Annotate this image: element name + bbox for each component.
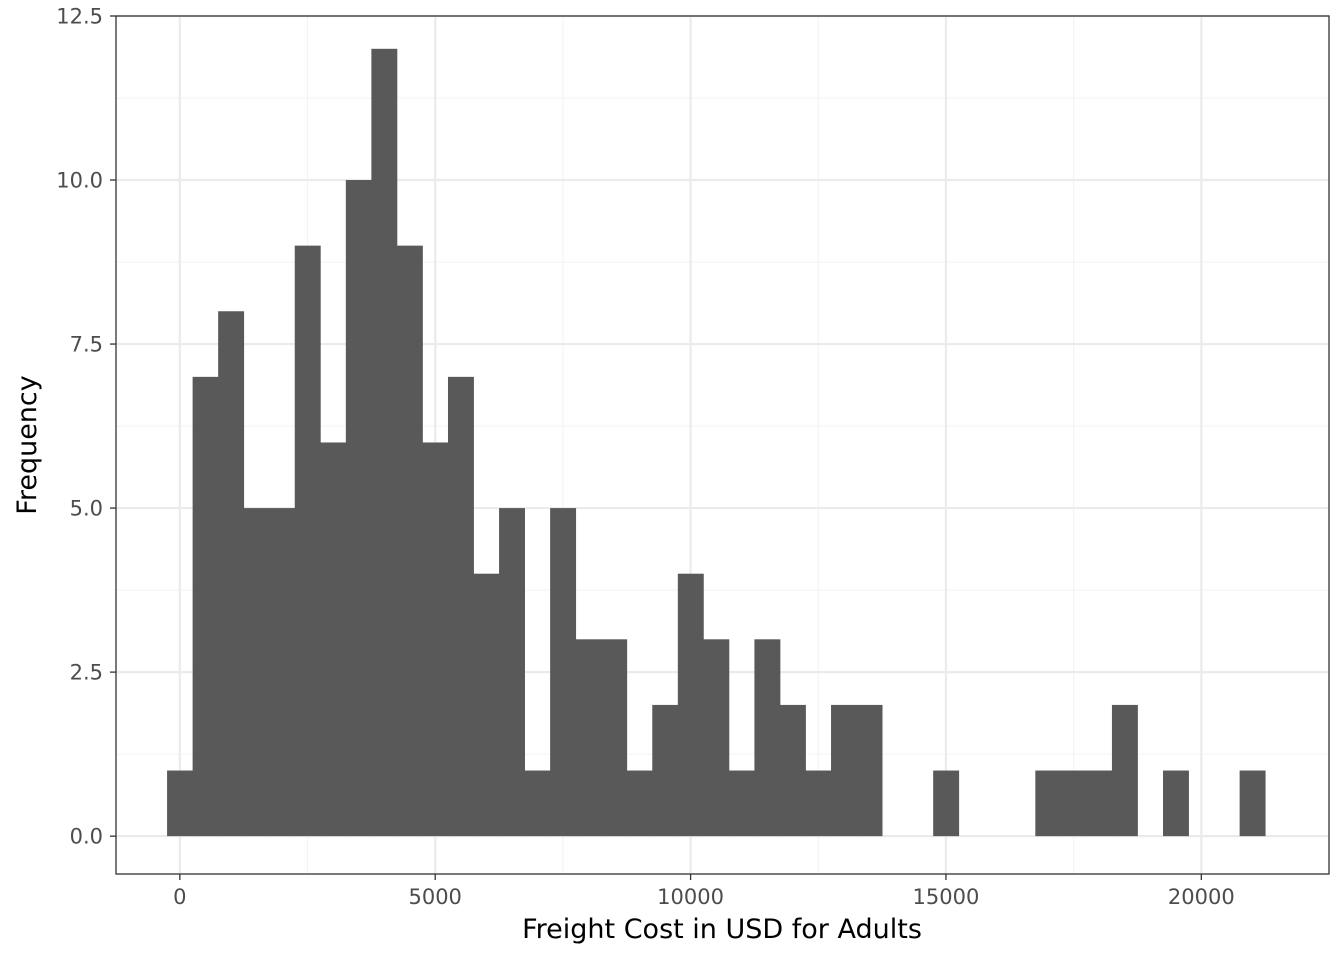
histogram-bar: [447, 376, 474, 837]
histogram-bar: [243, 508, 270, 837]
histogram-bar: [601, 639, 628, 837]
histogram-bar: [1086, 770, 1113, 837]
histogram-bar: [550, 508, 577, 837]
histogram-bar: [754, 639, 781, 837]
plot-panel-border: [115, 15, 1330, 875]
y-tick-label: 0.0: [70, 825, 103, 849]
histogram-bar: [703, 639, 730, 837]
histogram-bar: [320, 442, 347, 837]
histogram-bar: [1060, 770, 1087, 837]
histogram-bar: [167, 770, 194, 837]
histogram-bar: [524, 770, 551, 837]
histogram-bar: [371, 48, 398, 837]
histogram-bar: [422, 442, 449, 837]
histogram-bars: [167, 48, 1266, 837]
histogram-bar: [677, 573, 704, 837]
histogram-bar: [269, 508, 296, 837]
histogram-bar: [1111, 704, 1138, 837]
y-tick-label: 2.5: [70, 661, 103, 685]
histogram-bar: [192, 376, 219, 837]
x-tick-label: 20000: [1168, 885, 1235, 909]
histogram-bar: [345, 180, 372, 837]
histogram-bar: [652, 704, 679, 837]
histogram-bar: [294, 245, 321, 837]
x-tick-label: 0: [173, 885, 186, 909]
histogram-bar: [396, 245, 423, 837]
histogram-bar: [473, 573, 500, 837]
y-tick-label: 7.5: [70, 333, 103, 357]
y-axis-ticks: 0.0 2.5 5.0 7.5 10.0 12.5: [56, 5, 116, 849]
histogram-bar: [1035, 770, 1062, 837]
histogram-bar: [831, 704, 857, 837]
histogram-bar: [626, 770, 653, 837]
x-tick-label: 10000: [657, 885, 724, 909]
y-tick-label: 5.0: [70, 497, 103, 521]
histogram-bar: [933, 770, 960, 837]
x-tick-label: 5000: [408, 885, 461, 909]
x-axis-title: Freight Cost in USD for Adults: [522, 914, 922, 945]
histogram-bar: [499, 508, 525, 837]
y-tick-label: 12.5: [56, 5, 103, 29]
x-axis-ticks: 0 5000 10000 15000 20000: [173, 874, 1235, 909]
histogram-bar: [1239, 770, 1266, 837]
y-tick-label: 10.0: [56, 169, 103, 193]
histogram-bar: [218, 311, 245, 837]
histogram-bar: [728, 770, 755, 837]
histogram-bar: [575, 639, 602, 837]
histogram-bar: [856, 704, 883, 837]
x-tick-label: 15000: [913, 885, 980, 909]
histogram-bar: [805, 770, 832, 837]
y-axis-title: Frequency: [12, 375, 43, 515]
histogram-bar: [1163, 770, 1189, 837]
histogram-bar: [779, 704, 806, 837]
